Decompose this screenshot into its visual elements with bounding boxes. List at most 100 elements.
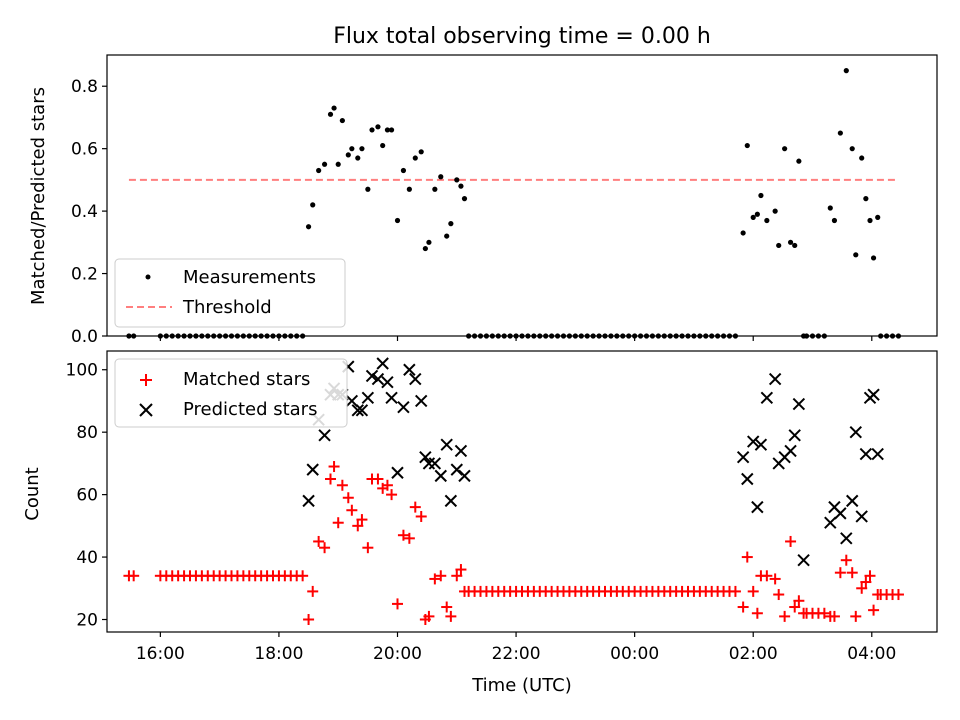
measurement-point xyxy=(359,146,365,152)
measurement-point xyxy=(458,183,464,189)
predicted-star-point xyxy=(871,447,884,461)
matched-star-point xyxy=(751,607,763,619)
measurement-point xyxy=(349,146,355,152)
measurement-point xyxy=(444,233,450,239)
predicted-star-stroke-b xyxy=(440,438,453,451)
predicted-star-stroke-b xyxy=(454,444,468,458)
predicted-star-stroke-b xyxy=(834,507,847,520)
matched-star-point xyxy=(455,564,467,576)
predicted-star-point xyxy=(751,500,764,514)
matched-star-point xyxy=(386,489,398,501)
measurement-point xyxy=(837,130,843,136)
measurement-point xyxy=(454,177,460,183)
matched-star-point xyxy=(409,501,421,513)
predicted-star-point xyxy=(409,372,422,386)
predicted-star-point xyxy=(867,388,880,401)
predicted-star-stroke-b xyxy=(760,391,774,405)
predicted-star-point xyxy=(428,457,442,470)
predicted-star-stroke-b xyxy=(741,472,754,486)
matched-star-point xyxy=(128,570,140,582)
matched-star-point xyxy=(451,570,463,582)
measurement-point xyxy=(345,152,351,158)
predicted-star-point xyxy=(415,394,428,408)
measurement-point xyxy=(384,127,391,133)
x-axis-label: Time (UTC) xyxy=(471,675,572,696)
matched-star-point xyxy=(423,610,435,622)
count-y-axis-label: Count xyxy=(22,467,43,520)
matched-star-point xyxy=(356,514,368,526)
predicted-star-stroke-b xyxy=(419,450,432,464)
predicted-star-point xyxy=(784,444,797,458)
measurement-point xyxy=(321,161,328,167)
count-xtick-label: 00:00 xyxy=(610,644,659,664)
measurement-point xyxy=(754,211,760,217)
predicted-star-point xyxy=(849,425,862,439)
measurement-point xyxy=(827,205,833,211)
predicted-star-point xyxy=(458,469,471,483)
predicted-star-point xyxy=(797,553,810,567)
predicted-star-stroke-b xyxy=(355,404,369,417)
measurement-point xyxy=(764,217,770,224)
ratio-ytick-label: 0.0 xyxy=(71,327,98,347)
measurement-point xyxy=(305,224,312,230)
predicted-star-point xyxy=(440,438,453,451)
predicted-star-stroke-b xyxy=(840,532,853,545)
count-xtick-label: 02:00 xyxy=(729,644,778,664)
ratio-ytick-label: 0.4 xyxy=(71,202,98,222)
measurement-point xyxy=(448,221,454,227)
legend-matched-label: Matched stars xyxy=(183,369,310,390)
matched-star-point xyxy=(737,601,749,613)
predicted-star-stroke-b xyxy=(444,494,458,508)
predicted-star-stroke-b xyxy=(747,435,760,448)
predicted-star-stroke-b xyxy=(846,494,859,508)
measurement-point xyxy=(772,208,778,214)
predicted-star-stroke-b xyxy=(365,369,379,383)
matched-star-point xyxy=(325,473,337,485)
predicted-star-point xyxy=(754,438,768,451)
legend-matched-marker xyxy=(140,374,152,386)
matched-star-point xyxy=(429,573,441,585)
matched-star-point xyxy=(860,576,872,588)
matched-star-point xyxy=(392,598,403,610)
matched-star-point xyxy=(307,585,319,597)
predicted-star-stroke-b xyxy=(855,510,868,523)
predicted-star-point xyxy=(840,532,853,545)
matched-star-point xyxy=(785,535,797,547)
matched-star-point xyxy=(303,614,315,626)
count-xtick-label: 04:00 xyxy=(847,644,896,664)
predicted-star-point xyxy=(397,400,410,414)
matched-star-point xyxy=(789,601,801,613)
predicted-star-point xyxy=(355,404,369,417)
predicted-star-point xyxy=(306,463,319,476)
matched-star-point xyxy=(828,610,840,622)
predicted-star-point xyxy=(302,494,315,508)
predicted-star-stroke-b xyxy=(385,391,398,405)
predicted-star-point xyxy=(365,369,379,383)
predicted-star-point xyxy=(403,363,416,376)
matched-star-point xyxy=(445,610,457,622)
matched-star-point xyxy=(346,504,358,516)
matched-star-point xyxy=(297,570,309,582)
predicted-star-point xyxy=(741,472,754,486)
matched-star-point xyxy=(328,461,340,473)
predicted-star-stroke-b xyxy=(428,457,442,470)
predicted-star-stroke-b xyxy=(849,425,862,439)
count-ytick-label: 40 xyxy=(76,548,98,568)
measurement-point xyxy=(400,167,407,174)
measurement-point xyxy=(394,217,401,224)
legend-predicted-label: Predicted stars xyxy=(183,399,317,420)
predicted-star-stroke-b xyxy=(371,372,385,386)
predicted-star-point xyxy=(450,463,463,476)
legend-measurements-label: Measurements xyxy=(183,267,316,288)
matched-star-point xyxy=(864,570,876,582)
measurement-point xyxy=(426,239,432,245)
measurement-point xyxy=(406,186,412,192)
predicted-star-point xyxy=(345,394,359,408)
predicted-star-point xyxy=(371,372,385,386)
predicted-star-stroke-b xyxy=(434,469,447,483)
measurement-point xyxy=(750,214,756,220)
measurement-point xyxy=(849,146,855,152)
matched-star-point xyxy=(352,520,364,532)
predicted-star-point xyxy=(376,357,389,370)
